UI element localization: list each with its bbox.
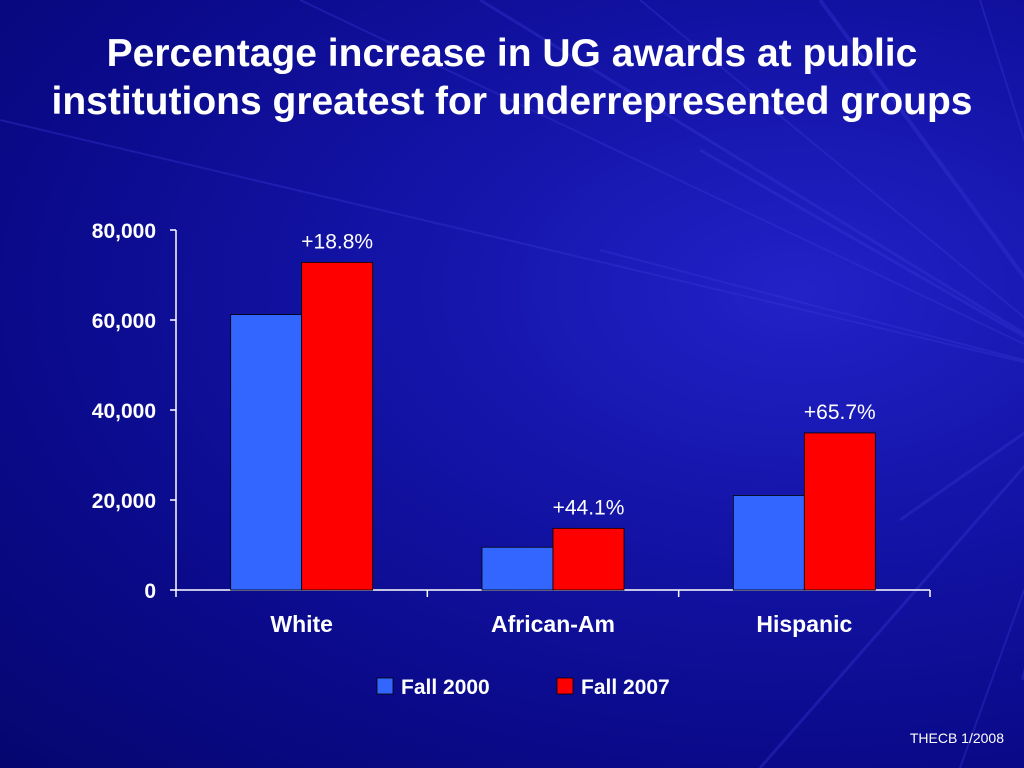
x-category-label: White <box>270 611 333 637</box>
slide-title-line-1: Percentage increase in UG awards at publ… <box>106 32 918 75</box>
percent-increase-label: +65.7% <box>804 401 876 424</box>
y-tick-label: 80,000 <box>92 220 156 243</box>
bar-fall-2007-white <box>301 261 374 591</box>
legend-swatch-fall-2007 <box>556 677 574 695</box>
y-tick-label: 0 <box>144 580 156 603</box>
slide-title: Percentage increase in UG awards at publ… <box>0 30 1024 126</box>
bar-fall-2007-african-am <box>552 527 625 591</box>
bar-fall-2000-hispanic <box>732 495 805 591</box>
percent-increase-label: +44.1% <box>553 496 625 519</box>
legend-swatch-fall-2000 <box>376 677 394 695</box>
y-tick-label: 60,000 <box>92 310 156 333</box>
slide-title-line-2: institutions greatest for underrepresent… <box>51 80 973 123</box>
percent-increase-label: +18.8% <box>301 230 373 253</box>
legend-label: Fall 2007 <box>581 676 670 699</box>
bar-fall-2007-hispanic <box>803 432 876 591</box>
legend-label: Fall 2000 <box>401 676 490 699</box>
bar-fall-2000-african-am <box>481 546 554 591</box>
chart-labels: White +18.8% African-Am +44.1% Hispanic +65.7… <box>270 230 875 637</box>
source-note: THECB 1/2008 <box>909 730 1004 746</box>
y-tick-label: 40,000 <box>92 400 156 423</box>
chart-legend: Fall 2000 Fall 2007 <box>376 676 670 699</box>
y-tick-label: 20,000 <box>92 490 156 513</box>
chart-bars <box>230 261 876 591</box>
bar-fall-2000-white <box>230 314 303 591</box>
x-category-label: African-Am <box>491 611 615 637</box>
x-category-label: Hispanic <box>756 611 852 637</box>
